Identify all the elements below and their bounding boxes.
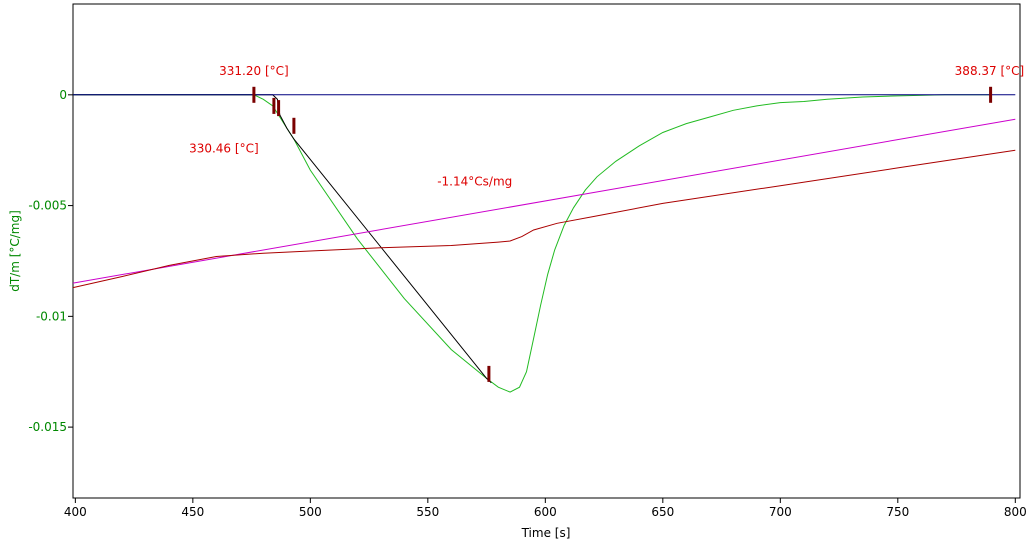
y-axis: 0 -0.005 -0.01 -0.015 [28,88,73,434]
x-tick-label: 700 [769,505,792,519]
series-line-1 [73,94,492,384]
y-tick-label: -0.005 [28,199,67,213]
plot-frame [72,3,1021,499]
y-tick-label: -0.01 [36,309,67,323]
x-tick-label: 500 [299,505,322,519]
marker-5 [989,86,993,103]
annotation-1: 330.46 [°C] [189,141,259,155]
y-tick-label: -0.015 [28,420,67,434]
annotation-2: -1.14°Cs/mg [437,175,512,189]
x-axis-label: Time [s] [521,526,571,540]
x-tick-label: 600 [534,505,557,519]
x-tick-label: 750 [886,505,909,519]
marker-layer [252,86,993,382]
x-tick-label: 650 [651,505,674,519]
x-axis: 400 450 500 550 600 650 700 750 800 [64,498,1027,519]
x-tick-label: 450 [181,505,204,519]
y-axis-label: dT/m [°C/mg] [8,210,22,292]
x-tick-label: 800 [1004,505,1027,519]
annotation-3: 388.37 [°C] [955,64,1025,78]
annotation-layer: 331.20 [°C] 330.46 [°C] -1.14°Cs/mg 388.37 … [189,64,1024,189]
series-line-4 [72,149,1016,289]
y-tick-label: 0 [59,88,67,102]
x-tick-label: 400 [64,505,87,519]
marker-0 [252,86,256,103]
marker-2 [277,100,281,117]
series-line-0 [73,94,992,393]
marker-3 [292,117,296,134]
marker-4 [487,365,491,382]
annotation-0: 331.20 [°C] [219,64,289,78]
marker-1 [272,97,276,114]
series-layer [72,94,1016,393]
x-tick-label: 550 [416,505,439,519]
